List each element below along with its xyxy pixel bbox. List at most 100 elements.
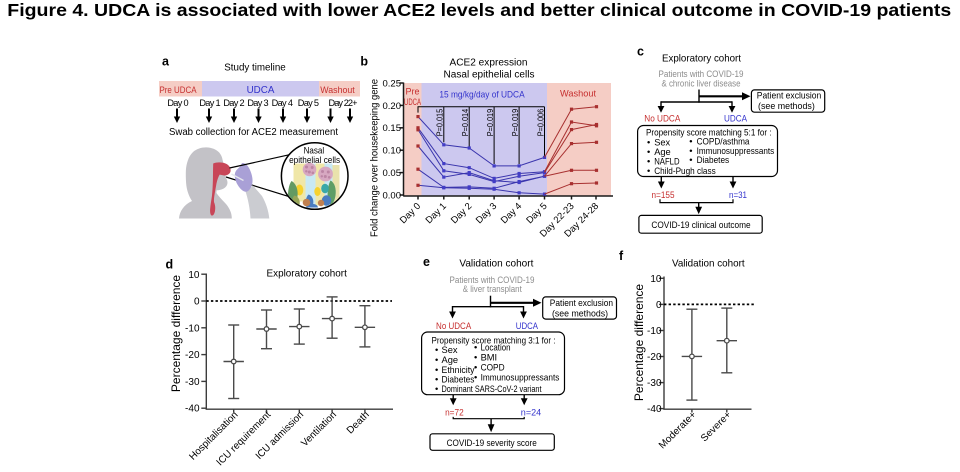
- svg-text:UDCA: UDCA: [724, 113, 748, 124]
- svg-text:0.25: 0.25: [383, 78, 402, 89]
- svg-text:Fold change over housekeeping: Fold change over housekeeping gene: [370, 79, 381, 237]
- svg-text:& chronic liver disease: & chronic liver disease: [662, 78, 741, 89]
- svg-text:Nasal: Nasal: [304, 146, 325, 156]
- svg-text:No UDCA: No UDCA: [436, 321, 472, 332]
- svg-text:Moderate+: Moderate+: [657, 409, 699, 451]
- svg-text:COPD/asthma: COPD/asthma: [697, 137, 751, 147]
- svg-text:Validation cohort: Validation cohort: [459, 258, 533, 269]
- svg-text:Severe+: Severe+: [699, 409, 734, 444]
- svg-text:f: f: [619, 249, 624, 263]
- svg-text:Patients with COVID-19: Patients with COVID-19: [450, 275, 535, 286]
- svg-text:Sex: Sex: [442, 345, 458, 355]
- svg-text:•: •: [435, 355, 438, 365]
- svg-text:Figure 4. UDCA is associated w: Figure 4. UDCA is associated with lower …: [7, 0, 951, 20]
- svg-text:•: •: [647, 157, 650, 167]
- svg-text:-40: -40: [185, 403, 200, 414]
- svg-text:0.10: 0.10: [383, 146, 402, 157]
- svg-text:Day 3: Day 3: [474, 201, 499, 226]
- svg-text:n=24: n=24: [521, 408, 541, 419]
- svg-text:(see methods): (see methods): [552, 308, 608, 319]
- svg-text:0.05: 0.05: [383, 168, 402, 179]
- svg-text:Day 3: Day 3: [247, 98, 268, 108]
- svg-text:Day 4: Day 4: [499, 201, 524, 226]
- svg-text:epithelial cells: epithelial cells: [289, 155, 340, 165]
- svg-text:•: •: [474, 363, 477, 373]
- svg-text:d: d: [166, 258, 174, 272]
- svg-text:BMI: BMI: [481, 353, 498, 363]
- svg-text:n=72: n=72: [445, 408, 464, 419]
- svg-text:•: •: [689, 146, 692, 156]
- svg-text:10: 10: [650, 274, 662, 285]
- svg-text:UDCA: UDCA: [404, 97, 421, 107]
- svg-text:Immunosuppressants: Immunosuppressants: [481, 373, 560, 383]
- svg-text:•: •: [435, 384, 438, 394]
- svg-text:Diabetes: Diabetes: [697, 155, 730, 165]
- svg-text:•: •: [647, 147, 650, 157]
- svg-text:COVID-19 severity score: COVID-19 severity score: [447, 438, 537, 449]
- svg-text:Death: Death: [345, 410, 372, 437]
- svg-text:Washout: Washout: [560, 89, 596, 99]
- svg-text:Washout: Washout: [320, 85, 355, 96]
- svg-text:Age: Age: [442, 355, 459, 365]
- svg-text:Ventilation: Ventilation: [299, 410, 339, 450]
- svg-text:P=0.019: P=0.019: [511, 108, 520, 136]
- svg-text:Diabetes: Diabetes: [442, 375, 475, 385]
- svg-text:e: e: [423, 255, 430, 269]
- svg-text:Nasal epithelial cells: Nasal epithelial cells: [444, 70, 535, 81]
- svg-text:Percentage difference: Percentage difference: [632, 284, 646, 402]
- svg-text:-10: -10: [647, 326, 662, 337]
- svg-text:Study timeline: Study timeline: [224, 62, 286, 73]
- svg-text:P=0.015: P=0.015: [436, 108, 445, 136]
- svg-text:•: •: [435, 375, 438, 385]
- svg-text:Percentage difference: Percentage difference: [169, 275, 183, 393]
- svg-text:(see methods): (see methods): [758, 101, 815, 112]
- svg-text:Swab collection for ACE2 measu: Swab collection for ACE2 measurement: [169, 127, 338, 138]
- svg-text:b: b: [360, 55, 368, 69]
- svg-text:Immunosuppressants: Immunosuppressants: [697, 146, 775, 156]
- svg-text:-20: -20: [647, 352, 662, 363]
- svg-text:Propensity score matching 5:1: Propensity score matching 5:1 for :: [646, 127, 772, 137]
- svg-text:No UDCA: No UDCA: [644, 113, 681, 124]
- svg-text:Day 5: Day 5: [298, 98, 319, 108]
- svg-text:-10: -10: [185, 323, 200, 334]
- svg-text:UDCA: UDCA: [516, 321, 539, 332]
- svg-text:-20: -20: [185, 350, 200, 361]
- svg-text:Day 0: Day 0: [398, 201, 423, 226]
- svg-text:•: •: [474, 373, 477, 383]
- svg-text:Exploratory cohort: Exploratory cohort: [662, 53, 741, 64]
- svg-text:Day 1: Day 1: [199, 98, 220, 108]
- svg-text:Patients with COVID-19: Patients with COVID-19: [659, 69, 744, 80]
- svg-text:COPD: COPD: [481, 363, 505, 373]
- svg-text:Ethnicity: Ethnicity: [442, 365, 475, 375]
- svg-text:Day 2: Day 2: [449, 201, 474, 226]
- svg-text:-40: -40: [647, 404, 662, 415]
- svg-text:15 mg/kg/day of UDCA: 15 mg/kg/day of UDCA: [439, 89, 525, 99]
- svg-text:•: •: [647, 137, 650, 147]
- svg-text:•: •: [474, 343, 477, 353]
- svg-text:Pre: Pre: [405, 87, 419, 97]
- svg-text:Day 4: Day 4: [272, 98, 293, 108]
- svg-text:•: •: [435, 365, 438, 375]
- svg-text:0: 0: [656, 300, 662, 311]
- svg-text:0.20: 0.20: [383, 101, 402, 112]
- svg-text:Pre UDCA: Pre UDCA: [160, 85, 198, 96]
- svg-text:P=0.014: P=0.014: [461, 108, 470, 136]
- svg-text:Child-Pugh class: Child-Pugh class: [654, 166, 716, 176]
- svg-text:Validation cohort: Validation cohort: [672, 259, 745, 270]
- svg-text:Location: Location: [481, 343, 511, 353]
- svg-text:UDCA: UDCA: [247, 85, 275, 96]
- svg-text:Day 2: Day 2: [223, 98, 244, 108]
- svg-text:P=0.019: P=0.019: [486, 108, 495, 136]
- svg-text:Day 0: Day 0: [167, 98, 188, 108]
- svg-text:ACE2 expression: ACE2 expression: [450, 58, 528, 69]
- svg-text:Day 22+: Day 22+: [329, 98, 358, 108]
- svg-text:0.00: 0.00: [383, 190, 402, 201]
- svg-text:Day 5: Day 5: [524, 201, 549, 226]
- svg-text:-30: -30: [185, 377, 200, 388]
- svg-text:Sex: Sex: [654, 137, 670, 147]
- svg-text:n=31: n=31: [729, 190, 747, 201]
- svg-text:Patient exclusion: Patient exclusion: [550, 298, 613, 309]
- svg-text:-30: -30: [647, 378, 662, 389]
- svg-text:Patient exclusion: Patient exclusion: [757, 91, 822, 102]
- svg-text:a: a: [162, 55, 170, 69]
